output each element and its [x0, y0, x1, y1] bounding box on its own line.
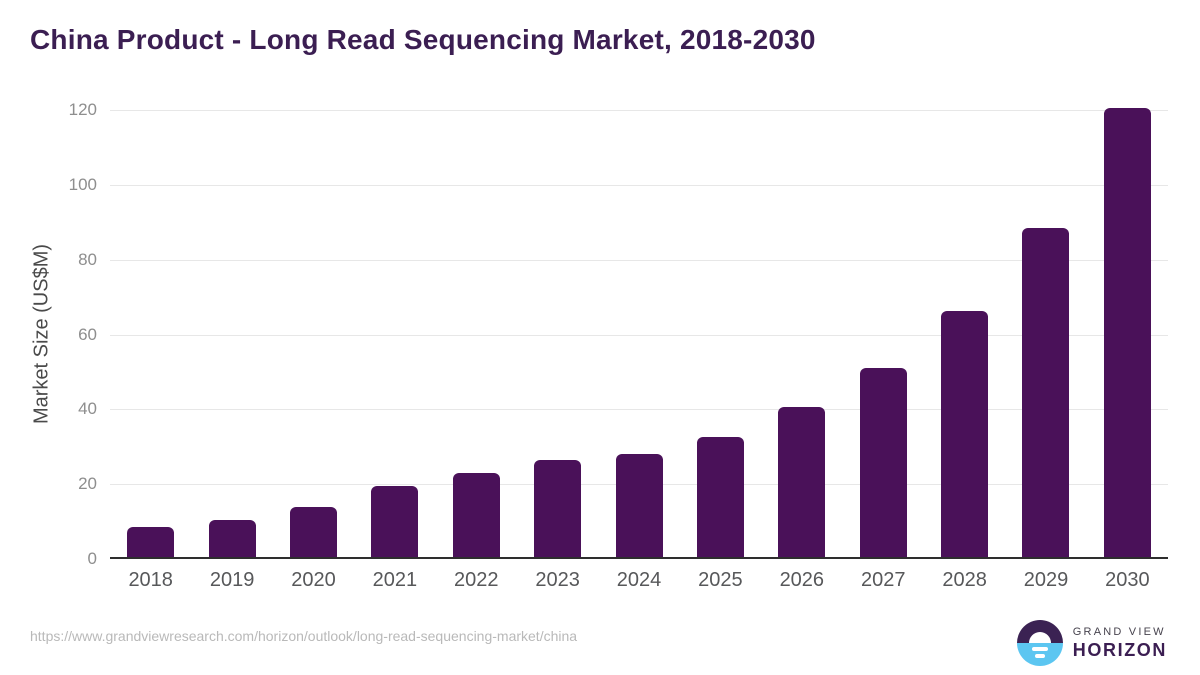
bar-slot-2023	[517, 108, 598, 557]
logo-text: GRAND VIEW HORIZON	[1072, 626, 1167, 660]
bar-slot-2020	[273, 108, 354, 557]
bar-2022	[452, 472, 500, 557]
x-tick-label-2025: 2025	[698, 569, 743, 591]
horizon-sunrise-icon	[1016, 620, 1063, 666]
x-tick-label-2026: 2026	[779, 569, 825, 591]
x-axis-tick-labels: 2018 2019 2020 2021 2022 2023 2024 2025 2026 2027…	[110, 569, 1168, 592]
x-tick-label-2028: 2028	[942, 569, 987, 591]
bar-2023	[534, 459, 582, 557]
x-tick-label-2019: 2019	[209, 569, 255, 591]
sun-ray-shape	[1031, 647, 1048, 651]
bar-slot-2028	[924, 108, 1005, 557]
grand-view-horizon-logo: GRAND VIEW HORIZON	[1016, 620, 1167, 666]
y-tick-label-20: 20	[78, 474, 97, 494]
x-tick-label-2029: 2029	[1023, 569, 1069, 591]
bar-slot-2025	[680, 108, 761, 557]
bar-slot-2029	[1005, 108, 1086, 557]
bar-2024	[615, 454, 663, 557]
bar-slot-2021	[354, 108, 435, 557]
bar-2025	[696, 437, 744, 557]
bar-2028	[941, 310, 989, 557]
bar-slot-2027	[843, 108, 924, 557]
sun-shape	[1028, 632, 1051, 643]
plot-area	[110, 108, 1168, 559]
y-tick-label-100: 100	[68, 174, 97, 194]
y-tick-label-60: 60	[78, 324, 97, 344]
x-tick-label-2023: 2023	[535, 569, 580, 591]
bar-slot-2018	[110, 108, 191, 557]
source-url: https://www.grandviewresearch.com/horizo…	[30, 628, 578, 644]
x-tick-label-2030: 2030	[1105, 569, 1150, 591]
y-tick-label-120: 120	[68, 100, 97, 119]
x-tick-label-2024: 2024	[616, 569, 662, 591]
bar-2018	[127, 527, 175, 557]
y-tick-label-0: 0	[87, 549, 97, 568]
x-tick-label-2022: 2022	[454, 569, 499, 591]
gridline-100	[110, 184, 1168, 186]
bar-2019	[208, 520, 256, 557]
bar-2021	[371, 485, 419, 557]
sun-ray-shape	[1034, 654, 1045, 658]
bar-slot-2024	[598, 108, 679, 557]
bar-slot-2019	[191, 108, 272, 557]
bar-slot-2026	[761, 108, 842, 557]
chart-title: China Product - Long Read Sequencing Mar…	[30, 24, 816, 55]
bar-slot-2022	[436, 108, 517, 557]
x-tick-label-2020: 2020	[291, 569, 336, 591]
x-tick-label-2027: 2027	[860, 569, 906, 591]
y-axis-tick-labels: 0 20 40 60 80 100 120	[0, 100, 97, 568]
bars-container	[110, 108, 1168, 557]
x-tick-label-2018: 2018	[128, 569, 173, 591]
gridline-60	[110, 334, 1168, 336]
gridline-80	[110, 259, 1168, 261]
x-tick-label-2021: 2021	[372, 569, 418, 591]
y-tick-label-40: 40	[78, 399, 97, 419]
bar-2026	[778, 407, 826, 557]
bar-2027	[859, 368, 907, 557]
logo-top-text: GRAND VIEW	[1072, 626, 1166, 638]
gridline-40	[110, 409, 1168, 411]
bar-slot-2030	[1087, 108, 1168, 557]
gridline-120	[110, 110, 1168, 111]
bar-2020	[289, 506, 337, 557]
y-tick-label-80: 80	[78, 249, 97, 269]
bar-2029	[1022, 227, 1070, 557]
bar-2030	[1103, 108, 1151, 557]
logo-bottom-text: HORIZON	[1072, 640, 1167, 660]
